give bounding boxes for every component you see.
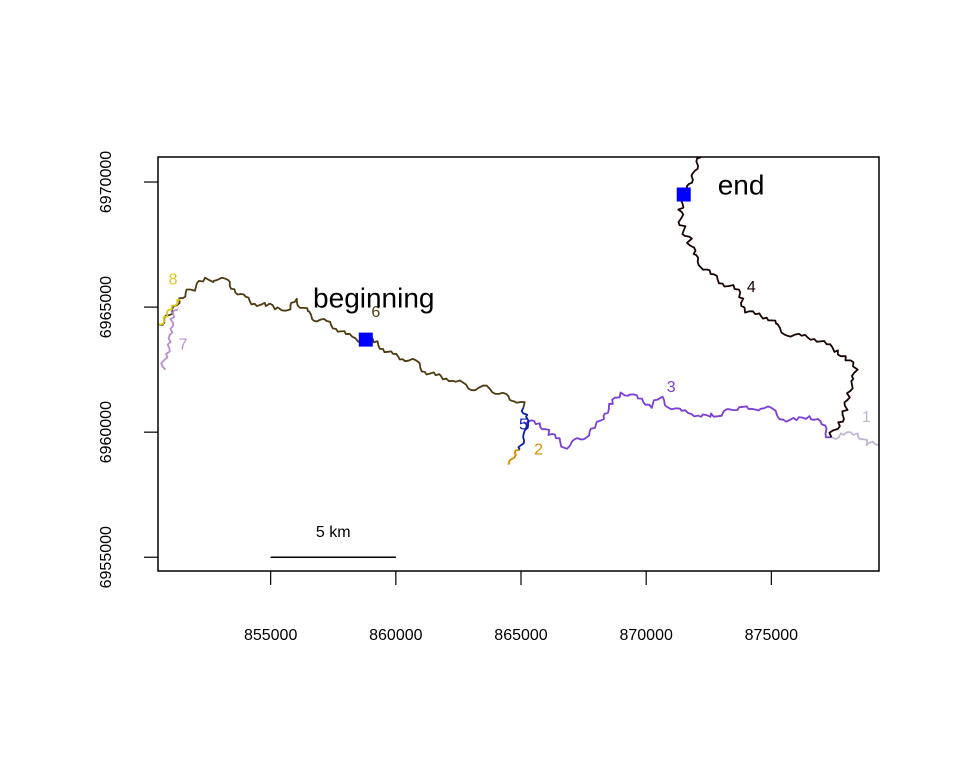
x-tick-label: 870000 (619, 627, 672, 644)
river-segment-1 (831, 431, 879, 446)
river-segment-7 (160, 308, 179, 371)
y-tick-label: 6955000 (98, 526, 115, 588)
end-marker (676, 187, 691, 202)
river-segment-2 (507, 448, 520, 465)
segment-labels: 1 2 3 4 5 6 7 8 (169, 272, 871, 459)
y-tick-label: 6960000 (98, 401, 115, 463)
x-axis: 855000 860000 865000 870000 875000 (244, 571, 798, 644)
segment-label-8: 8 (169, 272, 178, 289)
endpoint-markers: beginning end (313, 170, 764, 347)
x-tick-label: 865000 (494, 627, 547, 644)
segment-label-3: 3 (667, 379, 676, 396)
river-segment-3 (523, 391, 832, 450)
scale-bar-label: 5 km (316, 524, 351, 541)
beginning-label: beginning (313, 283, 434, 314)
beginning-marker (358, 332, 373, 347)
y-tick-label: 6965000 (98, 276, 115, 338)
y-axis: 6955000 6960000 6965000 6970000 (98, 151, 158, 588)
x-tick-label: 860000 (369, 627, 422, 644)
y-tick-label: 6970000 (98, 151, 115, 213)
end-label: end (718, 170, 765, 201)
plot-frame (157, 156, 880, 572)
scale-bar: 5 km (270, 524, 396, 558)
river-segment-4 (677, 157, 859, 438)
segment-label-7: 7 (179, 337, 188, 354)
river-segments (158, 157, 879, 465)
segment-label-1: 1 (862, 409, 871, 426)
segment-label-6: 6 (371, 304, 380, 321)
segment-label-2: 2 (534, 442, 543, 459)
x-tick-label: 855000 (244, 627, 297, 644)
x-tick-label: 875000 (745, 627, 798, 644)
segment-label-4: 4 (747, 279, 756, 296)
segment-label-5: 5 (519, 417, 528, 434)
river-segment-5 (517, 406, 530, 451)
river-segment-8 (158, 298, 181, 326)
river-segment-6 (158, 276, 526, 408)
